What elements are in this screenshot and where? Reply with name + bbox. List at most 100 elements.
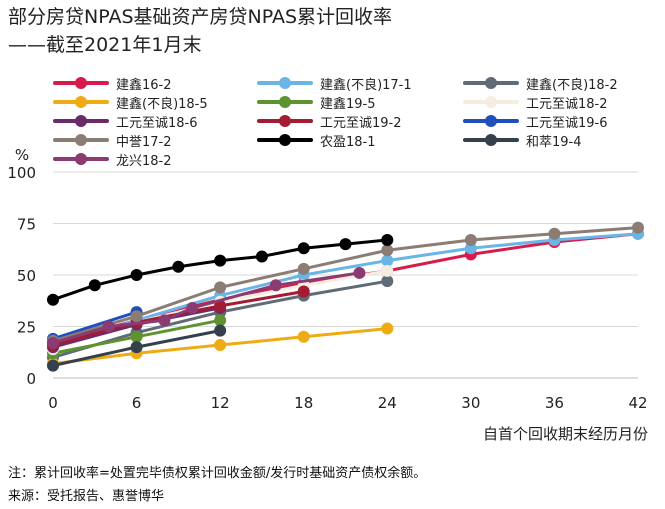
data-point	[172, 260, 185, 273]
y-tick-label: 0	[26, 370, 36, 388]
series-line	[51, 271, 361, 345]
legend-swatch-icon	[463, 134, 519, 146]
data-point	[47, 293, 59, 306]
data-point	[130, 341, 143, 354]
legend-label: 工元至诚18-6	[116, 115, 198, 131]
legend-item: 和萃19-4	[462, 131, 582, 150]
x-tick-label: 6	[132, 394, 142, 412]
data-point	[381, 322, 394, 335]
legend-item: 中誉17-2	[52, 131, 172, 150]
legend-swatch-icon	[53, 134, 109, 146]
data-point	[102, 320, 115, 333]
legend-swatch-icon	[53, 153, 109, 165]
data-point	[214, 281, 227, 294]
legend-swatch-icon	[53, 96, 109, 108]
data-point	[214, 339, 227, 352]
data-point	[214, 324, 227, 337]
series-11	[47, 233, 394, 306]
data-point	[130, 269, 143, 281]
legend-label: 和萃19-4	[526, 134, 582, 150]
legend-swatch-icon	[257, 134, 313, 146]
series-line	[51, 232, 640, 349]
data-point	[88, 279, 101, 292]
data-point	[130, 310, 143, 323]
data-point	[464, 233, 477, 246]
legend-label: 农盈18-1	[320, 134, 376, 150]
legend-item: 建鑫19-5	[256, 93, 376, 112]
data-point	[214, 314, 227, 327]
legend-item: 建鑫(不良)18-5	[52, 93, 208, 112]
data-point	[214, 254, 227, 267]
y-tick-label: 50	[17, 267, 36, 285]
source-note: 来源：受托报告、惠誉博华	[8, 489, 165, 504]
x-tick-label: 24	[378, 394, 397, 412]
x-tick-label: 18	[294, 394, 313, 412]
x-tick-label: 12	[211, 394, 230, 412]
line-chart: 0 25 50 75 100 0 6 12 18 24 30 36 42% 自首个回收期末经历月份	[7, 146, 648, 443]
data-point	[297, 330, 310, 343]
data-point	[548, 227, 561, 240]
legend-swatch-icon	[463, 115, 519, 127]
data-point	[158, 314, 171, 327]
legend-label: 建鑫(不良)18-2	[526, 77, 618, 93]
legend-item: 工元至诚18-2	[462, 93, 608, 112]
data-point	[214, 299, 227, 312]
legend-item: 工元至诚19-6	[462, 112, 608, 131]
data-point	[381, 233, 394, 246]
legend-label: 中誉17-2	[116, 134, 172, 150]
legend-swatch-icon	[53, 77, 109, 89]
x-tick-label: 42	[628, 394, 647, 412]
data-point	[464, 242, 477, 255]
legend-swatch-icon	[257, 115, 313, 127]
legend-label: 建鑫(不良)17-1	[320, 77, 412, 93]
legend-item: 龙兴18-2	[52, 150, 172, 169]
legend-label: 工元至诚19-6	[526, 115, 608, 131]
data-point	[47, 359, 59, 372]
legend-item: 建鑫(不良)17-1	[256, 74, 412, 93]
chart-title: 部分房贷NPAS基础资产房贷NPAS累计回收率	[8, 6, 393, 28]
legend-label: 龙兴18-2	[116, 153, 172, 169]
series-13	[47, 266, 366, 349]
data-point	[186, 301, 199, 314]
y-axis-label: %	[15, 146, 29, 164]
legend-swatch-icon	[463, 96, 519, 108]
legend-label: 工元至诚18-2	[526, 96, 608, 112]
y-tick-label: 75	[17, 216, 36, 234]
legend-item: 工元至诚18-6	[52, 112, 198, 131]
series-5	[47, 314, 227, 360]
legend-swatch-icon	[53, 115, 109, 127]
y-tick-label: 25	[17, 319, 36, 337]
data-point	[353, 266, 366, 279]
x-axis-label: 自首个回收期末经历月份	[483, 425, 648, 443]
legend: 建鑫16-2 建鑫(不良)17-1 建鑫(不良)18-2 建鑫(不良)18-5 建鑫19…	[52, 74, 652, 170]
legend-swatch-icon	[257, 77, 313, 89]
legend-label: 建鑫19-5	[320, 96, 376, 112]
data-point	[381, 275, 394, 288]
data-point	[381, 244, 394, 257]
data-point	[130, 330, 143, 343]
series-12	[47, 324, 227, 372]
legend-label: 建鑫16-2	[116, 77, 172, 93]
legend-swatch-icon	[257, 96, 313, 108]
data-point	[47, 336, 59, 349]
legend-label: 工元至诚19-2	[320, 115, 402, 131]
data-point	[339, 238, 352, 251]
x-tick-label: 30	[461, 394, 480, 412]
data-point	[632, 221, 644, 234]
series-line	[51, 310, 139, 341]
legend-swatch-icon	[463, 77, 519, 89]
legend-item: 农盈18-1	[256, 131, 376, 150]
legend-item: 建鑫(不良)18-2	[462, 74, 618, 93]
data-point	[381, 264, 394, 277]
y-tick-label: 100	[7, 164, 36, 182]
legend-item: 建鑫16-2	[52, 74, 172, 93]
legend-item: 工元至诚19-2	[256, 112, 402, 131]
legend-label: 建鑫(不良)18-5	[116, 96, 208, 112]
series-line	[51, 226, 640, 343]
x-tick-label: 0	[48, 394, 58, 412]
data-point	[381, 254, 394, 267]
data-point	[297, 285, 310, 298]
x-tick-label: 36	[545, 394, 564, 412]
footnote: 注：累计回收率=处置完毕债权累计回收金额/发行时基础资产债权余额。	[8, 466, 427, 481]
data-point	[297, 242, 310, 255]
